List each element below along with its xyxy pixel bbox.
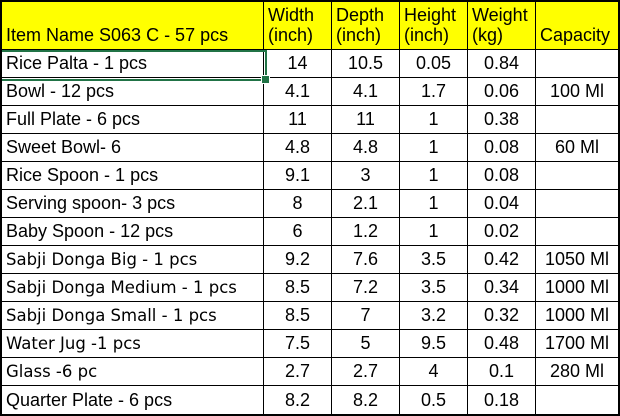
cell-depth-row-3[interactable]: 11 <box>332 106 400 134</box>
cell-weight-row-13[interactable]: 0.18 <box>468 386 536 414</box>
cell-depth-row-11[interactable]: 5 <box>332 330 400 358</box>
cell-depth-row-6[interactable]: 2.1 <box>332 190 400 218</box>
cell-width-row-11[interactable]: 7.5 <box>264 330 332 358</box>
cell-depth-row-13[interactable]: 8.2 <box>332 386 400 414</box>
cell-item-row-2[interactable]: Bowl - 12 pcs <box>2 78 264 106</box>
cell-weight-row-11[interactable]: 0.48 <box>468 330 536 358</box>
header-height-label: Height <box>404 5 457 25</box>
cell-capacity-row-2[interactable]: 100 Ml <box>536 78 618 106</box>
cell-item-row-10[interactable]: Sabji Donga Small - 1 pcs <box>2 302 264 330</box>
header-width-unit: (inch) <box>268 25 314 45</box>
cell-width-row-9[interactable]: 8.5 <box>264 274 332 302</box>
cell-height-row-5[interactable]: 1 <box>400 162 468 190</box>
cell-width-row-3[interactable]: 11 <box>264 106 332 134</box>
cell-item-row-1[interactable]: Rice Palta - 1 pcs <box>2 50 264 78</box>
cell-depth-row-4[interactable]: 4.8 <box>332 134 400 162</box>
fill-handle[interactable] <box>261 75 270 84</box>
cell-item-row-11[interactable]: Water Jug -1 pcs <box>2 330 264 358</box>
cell-item-row-13[interactable]: Quarter Plate - 6 pcs <box>2 386 264 414</box>
cell-item-row-6[interactable]: Serving spoon- 3 pcs <box>2 190 264 218</box>
header-weight-label: Weight <box>472 5 528 25</box>
cell-height-row-10[interactable]: 3.2 <box>400 302 468 330</box>
cell-weight-row-2[interactable]: 0.06 <box>468 78 536 106</box>
cell-item-row-3[interactable]: Full Plate - 6 pcs <box>2 106 264 134</box>
header-capacity-label: Capacity <box>540 25 611 45</box>
cell-weight-row-12[interactable]: 0.1 <box>468 358 536 386</box>
cell-capacity-row-3[interactable] <box>536 106 618 134</box>
cell-height-row-8[interactable]: 3.5 <box>400 246 468 274</box>
cell-capacity-row-6[interactable] <box>536 190 618 218</box>
cell-width-row-7[interactable]: 6 <box>264 218 332 246</box>
cell-height-row-2[interactable]: 1.7 <box>400 78 468 106</box>
header-cell-item-name[interactable]: Item Name S063 C - 57 pcs <box>2 2 264 50</box>
cell-capacity-row-1[interactable] <box>536 50 618 78</box>
cell-width-row-10[interactable]: 8.5 <box>264 302 332 330</box>
cell-depth-row-10[interactable]: 7 <box>332 302 400 330</box>
cell-height-row-9[interactable]: 3.5 <box>400 274 468 302</box>
cell-height-row-3[interactable]: 1 <box>400 106 468 134</box>
cell-height-row-6[interactable]: 1 <box>400 190 468 218</box>
cell-width-row-13[interactable]: 8.2 <box>264 386 332 414</box>
cell-capacity-row-5[interactable] <box>536 162 618 190</box>
header-cell-capacity[interactable]: Capacity <box>536 2 618 50</box>
header-width-label: Width <box>268 5 315 25</box>
cell-depth-row-12[interactable]: 2.7 <box>332 358 400 386</box>
cell-width-row-8[interactable]: 9.2 <box>264 246 332 274</box>
cell-depth-row-9[interactable]: 7.2 <box>332 274 400 302</box>
cell-height-row-12[interactable]: 4 <box>400 358 468 386</box>
header-cell-weight[interactable]: Weight (kg) <box>468 2 536 50</box>
cell-item-row-9[interactable]: Sabji Donga Medium - 1 pcs <box>2 274 264 302</box>
cell-capacity-row-11[interactable]: 1700 Ml <box>536 330 618 358</box>
header-item-name-label: Item Name S063 C - 57 pcs <box>6 25 229 45</box>
cell-weight-row-4[interactable]: 0.08 <box>468 134 536 162</box>
cell-depth-row-2[interactable]: 4.1 <box>332 78 400 106</box>
header-cell-width[interactable]: Width (inch) <box>264 2 332 50</box>
cell-height-row-7[interactable]: 1 <box>400 218 468 246</box>
cell-weight-row-10[interactable]: 0.32 <box>468 302 536 330</box>
cell-weight-row-9[interactable]: 0.34 <box>468 274 536 302</box>
cell-width-row-5[interactable]: 9.1 <box>264 162 332 190</box>
cell-weight-row-1[interactable]: 0.84 <box>468 50 536 78</box>
cell-weight-row-5[interactable]: 0.08 <box>468 162 536 190</box>
cell-width-row-2[interactable]: 4.1 <box>264 78 332 106</box>
cell-weight-row-8[interactable]: 0.42 <box>468 246 536 274</box>
cell-item-row-8[interactable]: Sabji Donga Big - 1 pcs <box>2 246 264 274</box>
cell-depth-row-7[interactable]: 1.2 <box>332 218 400 246</box>
cell-capacity-row-4[interactable]: 60 Ml <box>536 134 618 162</box>
cell-depth-row-8[interactable]: 7.6 <box>332 246 400 274</box>
cell-width-row-6[interactable]: 8 <box>264 190 332 218</box>
cell-capacity-row-7[interactable] <box>536 218 618 246</box>
cell-height-row-4[interactable]: 1 <box>400 134 468 162</box>
header-cell-depth[interactable]: Depth (inch) <box>332 2 400 50</box>
cell-width-row-4[interactable]: 4.8 <box>264 134 332 162</box>
cell-capacity-row-10[interactable]: 1000 Ml <box>536 302 618 330</box>
cell-weight-row-7[interactable]: 0.02 <box>468 218 536 246</box>
cell-weight-row-3[interactable]: 0.38 <box>468 106 536 134</box>
selected-cell-outline[interactable] <box>2 50 270 84</box>
cell-item-row-5[interactable]: Rice Spoon - 1 pcs <box>2 162 264 190</box>
cell-width-row-12[interactable]: 2.7 <box>264 358 332 386</box>
cell-height-row-1[interactable]: 0.05 <box>400 50 468 78</box>
cell-capacity-row-8[interactable]: 1050 Ml <box>536 246 618 274</box>
header-cell-height[interactable]: Height (inch) <box>400 2 468 50</box>
header-height-unit: (inch) <box>404 25 450 45</box>
cell-depth-row-5[interactable]: 3 <box>332 162 400 190</box>
cell-weight-row-6[interactable]: 0.04 <box>468 190 536 218</box>
header-weight-unit: (kg) <box>472 25 503 45</box>
cell-item-row-7[interactable]: Baby Spoon - 12 pcs <box>2 218 264 246</box>
cell-capacity-row-13[interactable] <box>536 386 618 414</box>
cell-capacity-row-12[interactable]: 280 Ml <box>536 358 618 386</box>
cell-depth-row-1[interactable]: 10.5 <box>332 50 400 78</box>
cell-item-row-4[interactable]: Sweet Bowl- 6 <box>2 134 264 162</box>
header-depth-unit: (inch) <box>336 25 382 45</box>
cell-height-row-13[interactable]: 0.5 <box>400 386 468 414</box>
cell-height-row-11[interactable]: 9.5 <box>400 330 468 358</box>
header-depth-label: Depth <box>336 5 385 25</box>
cell-width-row-1[interactable]: 14 <box>264 50 332 78</box>
cell-capacity-row-9[interactable]: 1000 Ml <box>536 274 618 302</box>
cell-item-row-12[interactable]: Glass -6 pc <box>2 358 264 386</box>
